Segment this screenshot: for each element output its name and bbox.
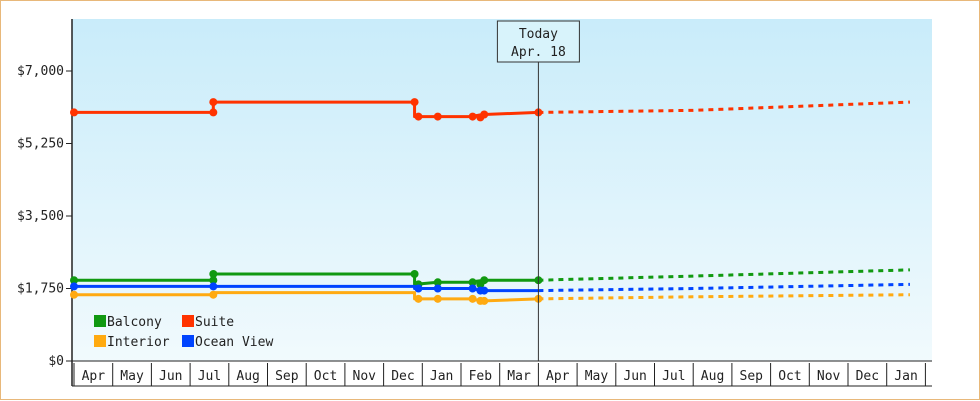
x-tick-label: Apr	[82, 369, 106, 384]
data-point	[414, 284, 423, 293]
series-forecast-suite	[538, 100, 910, 114]
x-tick-label: Jun	[159, 369, 182, 384]
x-tick-label: Jul	[198, 369, 221, 384]
data-point	[70, 276, 78, 285]
x-tick-label: Aug	[236, 369, 259, 384]
x-tick-label: Oct	[778, 369, 801, 384]
data-point	[468, 278, 477, 287]
data-point	[209, 108, 218, 117]
data-point	[468, 294, 477, 303]
data-point	[209, 282, 218, 291]
x-tick-label: Sep	[275, 369, 299, 384]
data-point	[70, 282, 78, 291]
data-point	[414, 294, 423, 303]
data-point	[480, 286, 489, 295]
data-point	[209, 276, 218, 285]
y-tick-label: $5,250	[17, 137, 64, 152]
x-tick-label: Nov	[817, 369, 841, 384]
data-point	[433, 112, 442, 121]
data-point	[209, 98, 218, 107]
series-lines	[70, 98, 910, 305]
x-tick-label: Jun	[623, 369, 646, 384]
y-tick-label: $7,000	[17, 64, 64, 79]
today-label: Today	[519, 27, 558, 42]
y-tick-label: $1,750	[17, 282, 64, 297]
x-tick-label: Sep	[740, 369, 764, 384]
today-box	[496, 20, 580, 63]
x-tick-label: Jan	[430, 369, 453, 384]
x-tick-label: Aug	[701, 369, 724, 384]
data-point	[209, 270, 218, 278]
series-forecast-balcony	[538, 268, 910, 282]
today-date: Apr. 18	[511, 45, 566, 60]
data-point	[414, 112, 423, 121]
x-tick-label: Mar	[507, 369, 531, 384]
data-point	[70, 108, 78, 117]
data-point	[209, 290, 218, 299]
data-point	[468, 284, 477, 293]
x-tick-label: Oct	[314, 369, 337, 384]
data-point	[410, 270, 419, 278]
y-tick-label: $0	[48, 354, 64, 369]
data-point	[480, 110, 489, 119]
x-tick-label: Apr	[546, 369, 570, 384]
legend-label: Ocean View	[195, 335, 273, 350]
x-tick-label: Nov	[353, 369, 377, 384]
today-marker: Today Apr. 18	[496, 20, 580, 361]
data-point	[410, 98, 419, 107]
y-axis: $0 $1,750 $3,500 $5,250 $7,000	[17, 19, 73, 386]
data-point	[433, 294, 442, 303]
data-point	[480, 296, 489, 305]
plot-background	[72, 19, 932, 361]
legend-label: Balcony	[107, 315, 162, 330]
x-tick-label: Dec	[391, 369, 414, 384]
legend-swatch-ocean-view	[182, 335, 194, 347]
series-forecast-ocean-view	[538, 282, 910, 293]
y-tick-label: $3,500	[17, 209, 64, 224]
data-point	[480, 276, 489, 285]
series-forecast-interior	[538, 293, 910, 301]
legend-label: Suite	[195, 315, 234, 330]
data-point	[433, 284, 442, 293]
data-point	[70, 290, 78, 299]
x-tick-label: Jul	[662, 369, 685, 384]
data-point	[468, 112, 477, 121]
x-tick-label: May	[585, 369, 609, 384]
legend-label: Interior	[107, 335, 170, 350]
x-tick-label: Jan	[894, 369, 917, 384]
x-tick-label: Feb	[469, 369, 493, 384]
data-point	[433, 278, 442, 287]
x-tick-label: May	[120, 369, 144, 384]
x-axis: Apr May Jun Jul Aug Sep Oct Nov Dec Jan Feb Mar Apr M…	[72, 360, 932, 387]
legend-swatch-balcony	[94, 315, 106, 327]
legend: Balcony Suite Interior Ocean View	[94, 315, 273, 350]
legend-swatch-suite	[182, 315, 194, 327]
x-tick-label: Dec	[856, 369, 879, 384]
legend-swatch-interior	[94, 335, 106, 347]
